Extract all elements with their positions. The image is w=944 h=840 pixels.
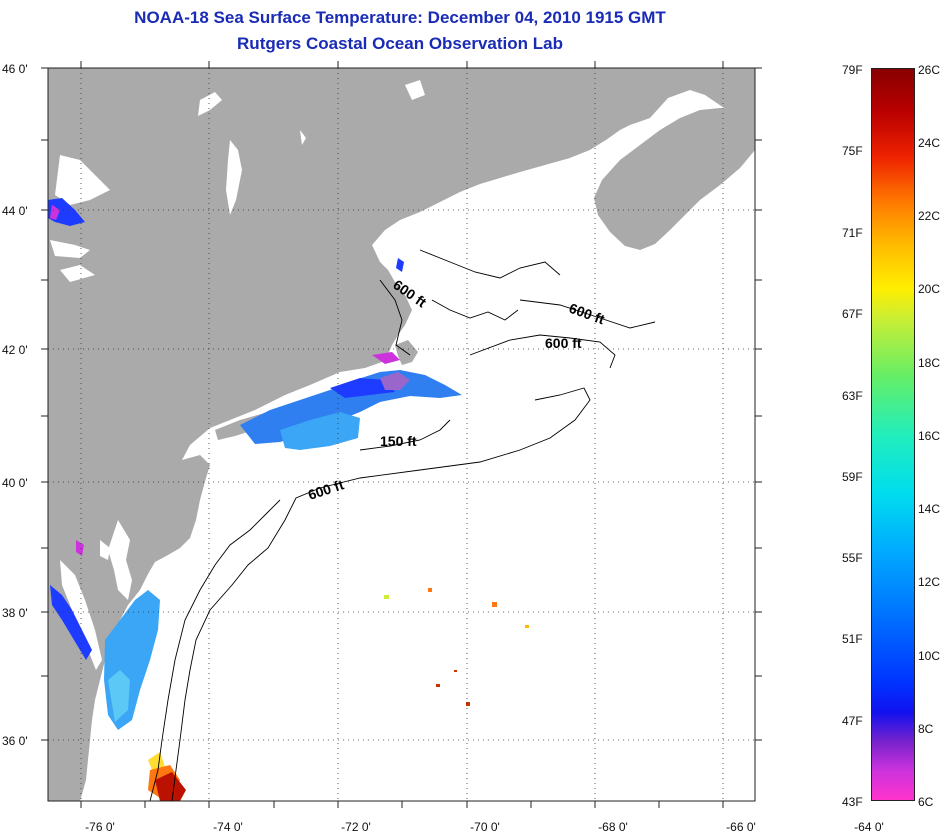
colorbar-c-10: 10C — [918, 649, 941, 663]
contour-label-150: 150 ft — [380, 433, 417, 449]
lon-label-64: -64 0' — [854, 820, 884, 834]
graticule — [48, 68, 755, 801]
lat-label-46: 46 0' — [2, 62, 28, 76]
contour-label-600-georges: 600 ft — [545, 335, 582, 351]
colorbar-c-18: 18C — [918, 356, 941, 370]
colorbar-c-12: 12C — [918, 575, 941, 589]
colorbar-f-43: 43F — [842, 795, 863, 809]
lon-label-68: -68 0' — [598, 820, 628, 834]
colorbar-c-20: 20C — [918, 282, 941, 296]
bathymetry-contours — [149, 249, 656, 801]
temperature-colorbar — [871, 68, 915, 801]
colorbar-f-59: 59F — [842, 470, 863, 484]
lat-label-38: 38 0' — [2, 606, 28, 620]
colorbar-c-26: 26C — [918, 63, 941, 77]
colorbar-f-55: 55F — [842, 551, 863, 565]
land-nova-scotia — [594, 108, 755, 250]
lat-label-44: 44 0' — [2, 204, 28, 218]
lon-label-66: -66 0' — [726, 820, 756, 834]
lon-label-72: -72 0' — [341, 820, 371, 834]
colorbar-c-14: 14C — [918, 502, 941, 516]
lat-label-42: 42 0' — [2, 343, 28, 357]
colorbar-f-47: 47F — [842, 714, 863, 728]
colorbar-f-63: 63F — [842, 389, 863, 403]
lat-label-36: 36 0' — [2, 734, 28, 748]
map-subtitle: Rutgers Coastal Ocean Observation Lab — [237, 34, 563, 53]
lon-label-74: -74 0' — [213, 820, 243, 834]
colorbar-c-8: 8C — [918, 722, 934, 736]
colorbar-f-51: 51F — [842, 632, 863, 646]
colorbar-c-6: 6C — [918, 795, 934, 809]
lat-label-40: 40 0' — [2, 476, 28, 490]
lon-label-76: -76 0' — [85, 820, 115, 834]
colorbar-f-67: 67F — [842, 307, 863, 321]
colorbar-c-24: 24C — [918, 136, 941, 150]
map-title: NOAA-18 Sea Surface Temperature: Decembe… — [134, 8, 666, 27]
colorbar-c-16: 16C — [918, 429, 941, 443]
lon-label-70: -70 0' — [470, 820, 500, 834]
colorbar-f-71: 71F — [842, 226, 863, 240]
colorbar-f-79: 79F — [842, 63, 863, 77]
axis-ticks — [41, 61, 762, 808]
colorbar-f-75: 75F — [842, 144, 863, 158]
sst-data — [48, 198, 529, 801]
land-mainland — [48, 68, 755, 801]
colorbar-c-22: 22C — [918, 209, 941, 223]
